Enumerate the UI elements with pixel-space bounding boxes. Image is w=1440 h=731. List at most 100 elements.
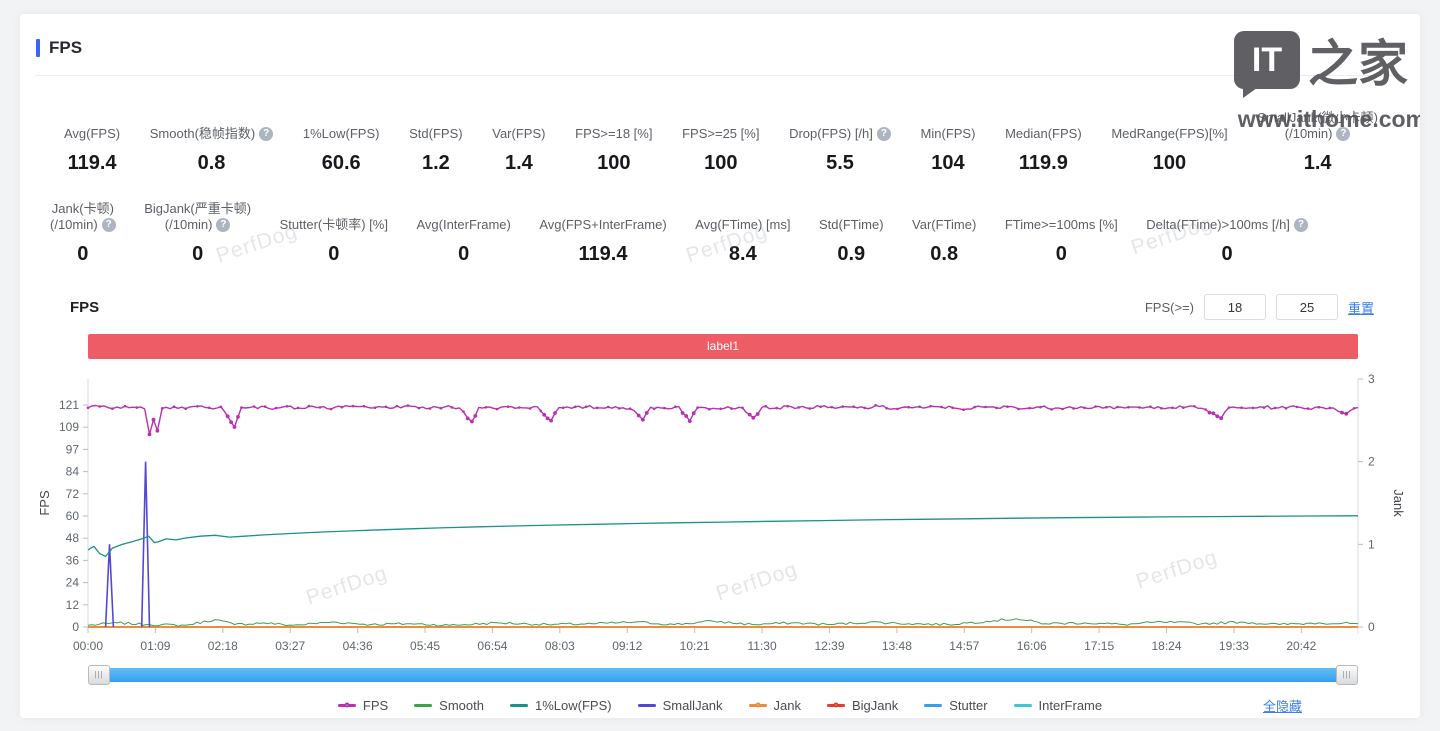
panel-header: FPS: [20, 14, 1420, 58]
fps-panel: FPS Avg(FPS) 119.4 Smooth(稳帧指数)? 0.8 1%Low(F…: [20, 14, 1420, 718]
stat-value: 8.4: [728, 243, 757, 265]
legend-item-jank[interactable]: Jank: [748, 698, 801, 713]
stat-var-ftime: Var(FTime) 0.8: [912, 201, 976, 266]
legend-row: FPS Smooth 1%Low(FPS) SmallJank Jank BigJank S…: [20, 693, 1420, 717]
legend-marker-icon: [924, 703, 943, 707]
svg-text:3: 3: [1368, 372, 1375, 386]
stat-label: Avg(FPS): [64, 126, 121, 141]
stat-stutter-%: Stutter(卡顿率) [%] 0: [280, 201, 388, 266]
help-icon[interactable]: ?: [1336, 127, 1351, 141]
stat-value: 0: [458, 243, 470, 265]
stat-label: (/10min): [1284, 126, 1333, 141]
stat-value: 60.6: [321, 152, 361, 174]
grip-icon: |||: [94, 670, 104, 679]
stat-value: 0.8: [197, 152, 226, 174]
stat-avg-interframe: Avg(InterFrame) 0: [416, 201, 510, 266]
legend-label: Smooth: [439, 697, 484, 713]
help-icon[interactable]: ?: [259, 127, 274, 141]
fps-threshold-low-input[interactable]: [1203, 294, 1266, 320]
stat-label: Stutter(卡顿率) [%]: [279, 217, 388, 232]
stat-value: 119.4: [578, 243, 628, 265]
help-icon[interactable]: ?: [1293, 218, 1308, 232]
legend-marker-icon: [337, 702, 356, 708]
svg-text:04:36: 04:36: [343, 639, 373, 653]
stat-value: 100: [597, 152, 631, 174]
svg-text:72: 72: [66, 487, 80, 501]
stat-label: (/10min): [50, 217, 98, 232]
stat-value: 1.4: [504, 152, 533, 174]
panel-title: FPS: [49, 38, 83, 57]
legend-marker-icon: [414, 703, 433, 707]
legend-marker-icon: [637, 703, 656, 707]
svg-text:17:15: 17:15: [1084, 639, 1114, 653]
svg-text:2: 2: [1368, 455, 1375, 469]
stat-avg-fps: Avg(FPS) 119.4: [64, 110, 120, 175]
accent-bar: [36, 39, 40, 57]
stat-label: FPS>=25 [%]: [682, 126, 760, 141]
svg-text:97: 97: [66, 442, 80, 456]
stat-value: 104: [931, 152, 965, 174]
help-icon[interactable]: ?: [101, 218, 116, 232]
stat-fps>=18-%: FPS>=18 [%] 100: [575, 110, 652, 175]
legend-marker-icon: [827, 702, 845, 708]
fps-threshold-controls: FPS(>=) 重置: [1145, 294, 1374, 320]
chart-header: FPS FPS(>=) 重置: [20, 294, 1420, 320]
stat-label: Jank(卡顿): [51, 201, 114, 216]
svg-text:12: 12: [66, 598, 80, 612]
stat-label: FPS>=18 [%]: [575, 126, 653, 141]
stat-std-ftime: Std(FTime) 0.9: [819, 201, 884, 266]
reset-link[interactable]: 重置: [1347, 300, 1374, 316]
stat-value: 119.4: [67, 152, 117, 174]
svg-text:11:30: 11:30: [748, 639, 777, 653]
hide-all-link[interactable]: 全隐藏: [1262, 699, 1302, 714]
svg-text:0: 0: [72, 620, 79, 634]
legend-item-stutter[interactable]: Stutter: [924, 697, 988, 713]
help-icon[interactable]: ?: [876, 127, 891, 141]
stats-row-1: Avg(FPS) 119.4 Smooth(稳帧指数)? 0.8 1%Low(FPS) 6…: [20, 110, 1420, 175]
stat-label: Median(FPS): [1005, 126, 1082, 141]
scrollbar-track[interactable]: [100, 668, 1346, 682]
stat-value: 1.4: [1303, 152, 1332, 174]
stat-avg-ftime-ms: Avg(FTime) [ms] 8.4: [695, 201, 790, 266]
stats-row-2: Jank(卡顿) (/10min)? 0 BigJank(严重卡顿) (/10min)?…: [20, 201, 1420, 266]
legend-item-smalljank[interactable]: SmallJank: [637, 698, 723, 713]
stat-smooth: Smooth(稳帧指数)? 0.8: [150, 110, 274, 175]
stat-label: Avg(InterFrame): [416, 217, 511, 232]
legend-item-interframe[interactable]: InterFrame: [1013, 698, 1102, 713]
header-divider: [35, 75, 1405, 76]
stat-std-fps: Std(FPS) 1.2: [409, 110, 462, 175]
stat-1%low-fps: 1%Low(FPS) 60.6: [303, 110, 380, 175]
legend-label: Stutter: [949, 697, 988, 713]
stat-avg-fps-interframe: Avg(FPS+InterFrame) 119.4: [539, 201, 666, 266]
scrollbar-left-handle[interactable]: |||: [88, 665, 110, 685]
svg-text:48: 48: [66, 531, 80, 545]
fps-threshold-label: FPS(>=): [1144, 299, 1194, 315]
svg-text:20:42: 20:42: [1286, 639, 1316, 653]
stat-label: FTime>=100ms [%]: [1004, 217, 1118, 232]
stat-value: 5.5: [826, 152, 854, 174]
help-icon[interactable]: ?: [216, 218, 231, 232]
stat-label: Std(FPS): [409, 126, 463, 141]
svg-text:02:18: 02:18: [208, 639, 238, 653]
fps-threshold-high-input[interactable]: [1275, 294, 1338, 320]
svg-text:84: 84: [66, 465, 80, 479]
legend-item-bigjank[interactable]: BigJank: [827, 698, 898, 713]
stat-value: 119.9: [1018, 152, 1068, 174]
legend-item-smooth[interactable]: Smooth: [414, 698, 484, 713]
legend-label: 1%Low(FPS): [534, 697, 612, 713]
legend-marker-icon: [509, 703, 528, 707]
legend-item-fps[interactable]: FPS: [337, 698, 388, 713]
stat-label: Std(FTime): [819, 217, 884, 232]
scrollbar-right-handle[interactable]: |||: [1336, 665, 1358, 685]
svg-text:109: 109: [59, 420, 79, 434]
legend-item-1%low-fps-[interactable]: 1%Low(FPS): [509, 697, 612, 713]
chart-range-scrollbar[interactable]: ||| |||: [88, 665, 1358, 685]
svg-text:36: 36: [66, 553, 80, 567]
svg-text:01:09: 01:09: [140, 639, 170, 653]
svg-text:00:00: 00:00: [73, 639, 103, 653]
chart-legend: FPS Smooth 1%Low(FPS) SmallJank Jank BigJank S…: [20, 693, 1420, 717]
stat-label: Var(FPS): [492, 126, 546, 141]
stat-value: 0.8: [930, 243, 959, 265]
stat-smalljank: SmallJank(微小卡顿) (/10min)? 1.4: [1257, 110, 1378, 175]
